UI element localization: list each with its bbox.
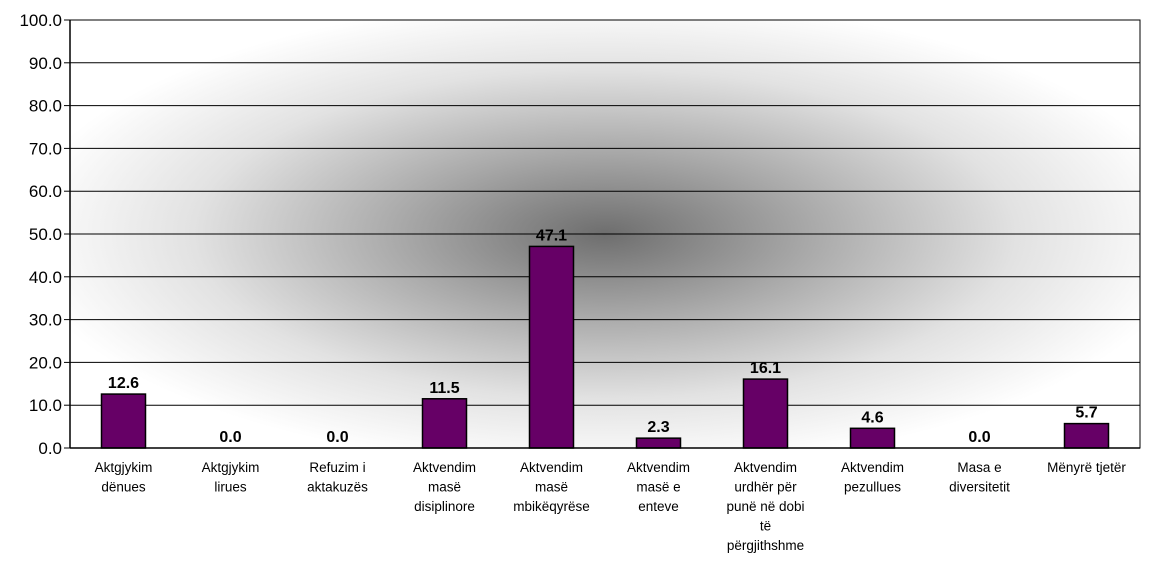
data-label: 5.7 [1075,405,1097,422]
category-label-line: aktakuzës [307,480,368,495]
category-label-line: mbikëqyrëse [513,499,590,514]
category-label-line: urdhër për [734,480,797,495]
y-tick-label: 70.0 [29,139,62,158]
data-label: 0.0 [968,429,990,446]
y-tick-label: 20.0 [29,353,62,372]
y-tick-label: 30.0 [29,311,62,330]
y-tick-label: 0.0 [38,439,62,458]
category-label-line: përgjithshme [727,538,804,553]
category-label-line: Aktvendim [413,460,476,475]
category-label: Masa e diversitetit [949,460,1010,495]
category-label-line: diversitetit [949,480,1010,495]
data-label: 47.1 [536,227,567,244]
data-label: 11.5 [429,380,459,397]
y-tick-label: 100.0 [19,11,62,30]
data-label: 12.6 [108,375,139,392]
category-label: Aktvendim masë disiplinore [413,460,476,514]
axes [69,19,1141,449]
category-label-line: lirues [214,480,247,495]
bar [635,437,682,449]
category-label-line: masë [535,480,568,495]
y-axis-ticks: 0.0 10.0 20.0 30.0 40.0 50.0 60.0 70.0 80.0 90.0 1… [19,11,70,458]
category-label-line: Aktgjykim [202,460,260,475]
category-label-line: pezullues [844,480,901,495]
data-label: 16.1 [750,360,781,377]
y-tick-label: 80.0 [29,97,62,116]
bar [421,398,468,449]
category-label: Aktgjykim lirues [202,460,260,495]
data-label: 0.0 [219,429,241,446]
category-label-line: Aktvendim [627,460,690,475]
data-label: 4.6 [861,409,883,426]
category-label: Refuzim i aktakuzës [307,460,368,495]
bar [849,427,896,449]
category-label-line: enteve [638,499,679,514]
category-label: Mënyrë tjetër [1047,460,1126,475]
category-labels: Aktgjykim dënues Aktgjykim lirues Refuzim i a… [95,460,1127,553]
category-label-line: Mënyrë tjetër [1047,460,1126,475]
bar [528,245,575,449]
y-tick-label: 90.0 [29,54,62,73]
category-label: Aktvendim urdhër për punë në dobi të përgjit… [726,460,804,553]
category-label-line: disiplinore [414,499,475,514]
category-label-line: Aktvendim [520,460,583,475]
category-label-line: punë në dobi [726,499,804,514]
category-label-line: të [760,519,771,534]
category-label-line: dënues [101,480,146,495]
y-tick-label: 10.0 [29,396,62,415]
category-label-line: Refuzim i [309,460,365,475]
y-tick-label: 40.0 [29,268,62,287]
bar [742,378,789,449]
data-labels: 12.6 0.0 0.0 11.5 47.1 2.3 16.1 4.6 0.0 5.7 [108,227,1098,446]
category-label: Aktvendim pezullues [841,460,904,495]
category-label-line: Aktvendim [734,460,797,475]
bar [100,393,147,449]
y-tick-label: 50.0 [29,225,62,244]
bar [1063,422,1110,449]
category-label-line: masë e [636,480,680,495]
category-label-line: masë [428,480,461,495]
category-label: Aktvendim masë mbikëqyrëse [513,460,590,514]
category-label-line: Masa e [957,460,1001,475]
data-label: 0.0 [326,429,348,446]
category-label: Aktgjykim dënues [95,460,153,495]
category-label-line: Aktvendim [841,460,904,475]
data-label: 2.3 [647,419,669,436]
y-tick-label: 60.0 [29,182,62,201]
category-label: Aktvendim masë e enteve [627,460,690,514]
category-label-line: Aktgjykim [95,460,153,475]
